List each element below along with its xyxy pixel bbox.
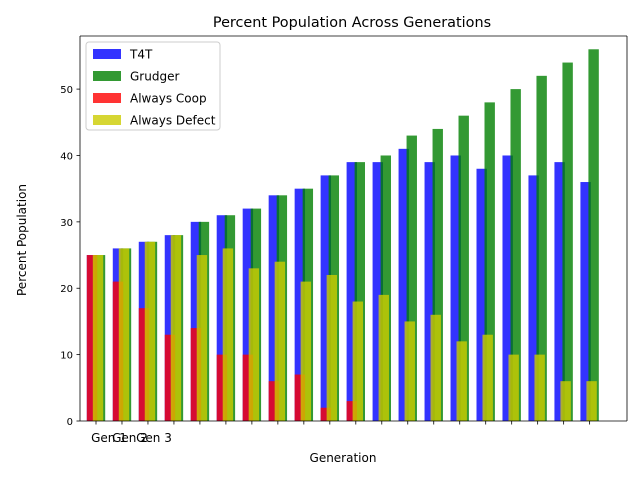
x-tick-label: Gen 1 (91, 431, 127, 445)
bar (300, 281, 312, 421)
bar (354, 162, 365, 421)
bar (216, 215, 228, 421)
bar (170, 235, 182, 421)
bar (346, 401, 357, 421)
y-tick-label: 0 (67, 417, 73, 428)
bar (352, 301, 363, 421)
bar (432, 128, 443, 421)
x-axis-label: Generation (310, 451, 377, 465)
legend-box (85, 41, 221, 131)
legend: T4T Grudger Always Coop Always Defect (85, 41, 221, 131)
bar (588, 49, 599, 421)
legend-label: T4T (129, 48, 153, 62)
bar (380, 155, 391, 422)
bar (92, 255, 104, 421)
bar (536, 75, 547, 421)
bars (86, 49, 599, 422)
x-tick-label: Gen 2 (112, 431, 148, 445)
bar (242, 208, 254, 421)
bar (274, 261, 286, 421)
bar (580, 182, 591, 421)
bar (554, 162, 565, 421)
chart-title: Percent Population Across Generations (213, 15, 491, 31)
bar (476, 168, 487, 421)
legend-swatch (93, 49, 121, 59)
bar (378, 294, 389, 421)
bar (508, 354, 519, 421)
bar (248, 268, 260, 421)
bar (190, 221, 202, 421)
legend-label: Always Coop (130, 92, 207, 106)
y-tick-label: 40 (60, 151, 73, 162)
bar (222, 248, 234, 421)
bar (112, 281, 124, 421)
y-tick-label: 50 (60, 85, 73, 96)
legend-swatch (93, 71, 121, 81)
bar (482, 334, 493, 421)
bar (118, 248, 130, 421)
bar (450, 155, 461, 422)
x-tick-label: Gen 3 (136, 431, 172, 445)
bar (268, 195, 280, 421)
bar (534, 354, 545, 421)
bar (510, 89, 521, 421)
bar (326, 274, 338, 421)
bar (406, 135, 417, 421)
bar (424, 162, 435, 421)
bar (372, 162, 383, 421)
bar (320, 407, 332, 421)
y-tick-label: 20 (60, 284, 73, 295)
bar (164, 334, 176, 421)
bar (484, 102, 495, 421)
legend-label: Always Defect (130, 114, 216, 128)
y-axis-label: Percent Population (15, 184, 29, 296)
bar (320, 175, 332, 421)
bar (346, 162, 357, 421)
bar (216, 354, 228, 421)
bar (196, 255, 208, 421)
bar (398, 148, 409, 421)
bar (502, 155, 513, 422)
bar (86, 255, 98, 421)
bar (528, 175, 539, 421)
legend-label: Grudger (130, 70, 179, 84)
bar (560, 381, 571, 421)
bar (562, 62, 573, 422)
bar (268, 381, 280, 421)
bar (586, 381, 597, 421)
bar (404, 321, 415, 421)
bar (144, 241, 156, 421)
legend-swatch (93, 115, 121, 125)
bar (458, 115, 469, 421)
bar (456, 341, 467, 421)
series-always-defect (92, 235, 597, 421)
bar (430, 314, 441, 421)
legend-swatch (93, 93, 121, 103)
bar (164, 235, 176, 421)
y-tick-label: 10 (60, 351, 73, 362)
bar (190, 328, 202, 421)
bar (294, 188, 306, 421)
bar (294, 374, 306, 421)
series-always-coop (86, 255, 357, 421)
y-tick-label: 30 (60, 218, 73, 229)
bar (138, 308, 150, 421)
bar (242, 354, 254, 421)
